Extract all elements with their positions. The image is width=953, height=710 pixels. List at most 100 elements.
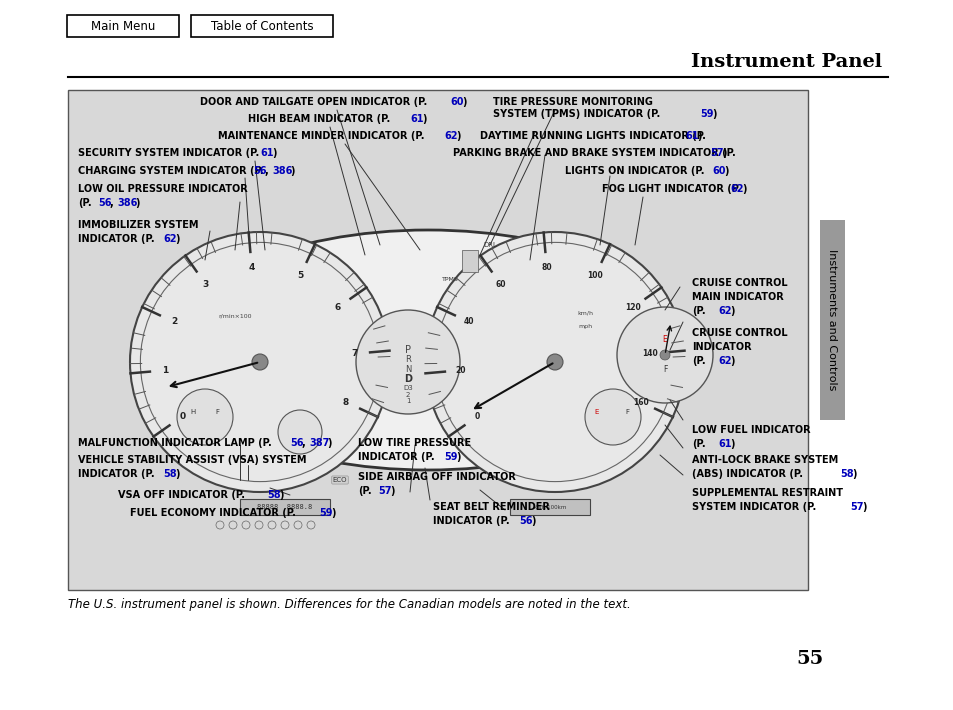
Text: 62: 62 [718,306,731,316]
Text: 60: 60 [495,280,505,289]
Text: INDICATOR (P.: INDICATOR (P. [433,516,509,526]
Text: 140: 140 [641,349,657,359]
Text: INDICATOR: INDICATOR [691,342,751,352]
Text: TIRE PRESSURE MONITORING: TIRE PRESSURE MONITORING [493,97,652,107]
Text: H: H [191,409,195,415]
Text: INDICATOR (P.: INDICATOR (P. [357,452,435,462]
Circle shape [130,232,390,492]
Text: 62: 62 [729,184,742,194]
Text: ): ) [729,306,734,316]
Text: 57: 57 [709,148,722,158]
Text: ): ) [327,438,331,448]
Bar [240,499,330,515]
Text: Instruments and Controls: Instruments and Controls [826,249,836,390]
Text: 58: 58 [163,469,176,479]
Text: r/min×100: r/min×100 [218,314,252,319]
Text: DAYTIME RUNNING LIGHTS INDICATOR (P.: DAYTIME RUNNING LIGHTS INDICATOR (P. [479,131,705,141]
Text: CRUISE CONTROL: CRUISE CONTROL [691,328,787,338]
Text: FUEL ECONOMY INDICATOR (P.: FUEL ECONOMY INDICATOR (P. [130,508,295,518]
Text: SUPPLEMENTAL RESTRAINT: SUPPLEMENTAL RESTRAINT [691,488,842,498]
Text: 100: 100 [587,271,602,280]
Text: DOOR AND TAILGATE OPEN INDICATOR (P.: DOOR AND TAILGATE OPEN INDICATOR (P. [200,97,427,107]
Bar [461,250,477,272]
Text: 57: 57 [377,486,391,496]
Text: 1: 1 [405,398,410,404]
Text: 1: 1 [162,366,169,375]
Text: ): ) [697,131,700,141]
Text: 7: 7 [351,349,357,359]
Text: ): ) [456,131,460,141]
Text: N: N [404,366,411,374]
Text: INDICATOR (P.: INDICATOR (P. [78,469,154,479]
Text: F: F [214,409,219,415]
Text: 61: 61 [718,439,731,449]
Bar [820,220,844,420]
Text: ): ) [135,198,139,208]
Text: MALFUNCTION INDICATOR LAMP (P.: MALFUNCTION INDICATOR LAMP (P. [78,438,272,448]
Text: ): ) [729,439,734,449]
Text: 120: 120 [624,303,640,312]
Circle shape [584,389,640,445]
Text: 386: 386 [117,198,137,208]
Text: ): ) [741,184,745,194]
Ellipse shape [168,230,687,470]
Text: VEHICLE STABILITY ASSIST (VSA) SYSTEM: VEHICLE STABILITY ASSIST (VSA) SYSTEM [78,455,306,465]
Text: 58: 58 [840,469,853,479]
Circle shape [277,410,322,454]
Text: kWh/100km: kWh/100km [533,505,566,510]
Text: ): ) [331,508,335,518]
Text: Main Menu: Main Menu [91,19,155,33]
Text: 60: 60 [711,166,724,176]
Text: ): ) [390,486,395,496]
Bar [68,90,807,590]
Text: R: R [405,356,411,364]
FancyBboxPatch shape [191,15,333,37]
Text: 59: 59 [443,452,457,462]
Text: ,: , [265,166,272,176]
Circle shape [252,354,268,370]
Text: ): ) [421,114,426,124]
Text: 55: 55 [796,650,822,668]
Text: ): ) [711,109,716,119]
Circle shape [355,310,459,414]
Text: 61: 61 [260,148,274,158]
Text: ,: , [110,198,117,208]
Text: ): ) [723,166,728,176]
Text: 60: 60 [450,97,463,107]
Text: SEAT BELT REMINDER: SEAT BELT REMINDER [433,502,549,512]
Text: ): ) [851,469,856,479]
Text: (ABS) INDICATOR (P.: (ABS) INDICATOR (P. [691,469,802,479]
Text: DRL: DRL [482,242,497,248]
Text: IMMOBILIZER SYSTEM: IMMOBILIZER SYSTEM [78,220,198,230]
Text: SYSTEM INDICATOR (P.: SYSTEM INDICATOR (P. [691,502,816,512]
Text: ): ) [456,452,460,462]
Text: 5: 5 [296,271,303,280]
Text: ANTI-LOCK BRAKE SYSTEM: ANTI-LOCK BRAKE SYSTEM [691,455,838,465]
Text: 3: 3 [202,280,209,289]
Text: F: F [662,366,666,374]
Text: ): ) [290,166,294,176]
Text: PARKING BRAKE AND BRAKE SYSTEM INDICATOR (P.: PARKING BRAKE AND BRAKE SYSTEM INDICATOR… [453,148,735,158]
Text: CHARGING SYSTEM INDICATOR (P.: CHARGING SYSTEM INDICATOR (P. [78,166,263,176]
Text: Table of Contents: Table of Contents [211,19,313,33]
Text: MAINTENANCE MINDER INDICATOR (P.: MAINTENANCE MINDER INDICATOR (P. [218,131,424,141]
Text: D: D [403,374,412,384]
Circle shape [546,354,562,370]
Circle shape [177,389,233,445]
Text: 62: 62 [163,234,176,244]
Text: ): ) [729,356,734,366]
Text: 2: 2 [405,392,410,398]
Text: HIGH BEAM INDICATOR (P.: HIGH BEAM INDICATOR (P. [248,114,390,124]
Bar [510,499,589,515]
Text: 58: 58 [267,490,280,500]
Text: (P.: (P. [691,356,705,366]
Text: ): ) [531,516,535,526]
Text: 40: 40 [463,317,474,327]
Text: ): ) [174,469,179,479]
Text: 88888  8888.8: 88888 8888.8 [257,504,313,510]
Text: VSA OFF INDICATOR (P.: VSA OFF INDICATOR (P. [118,490,245,500]
Text: SYSTEM (TPMS) INDICATOR (P.: SYSTEM (TPMS) INDICATOR (P. [493,109,659,119]
Circle shape [424,232,684,492]
Text: LOW TIRE PRESSURE: LOW TIRE PRESSURE [357,438,471,448]
Text: SECURITY SYSTEM INDICATOR (P.: SECURITY SYSTEM INDICATOR (P. [78,148,259,158]
